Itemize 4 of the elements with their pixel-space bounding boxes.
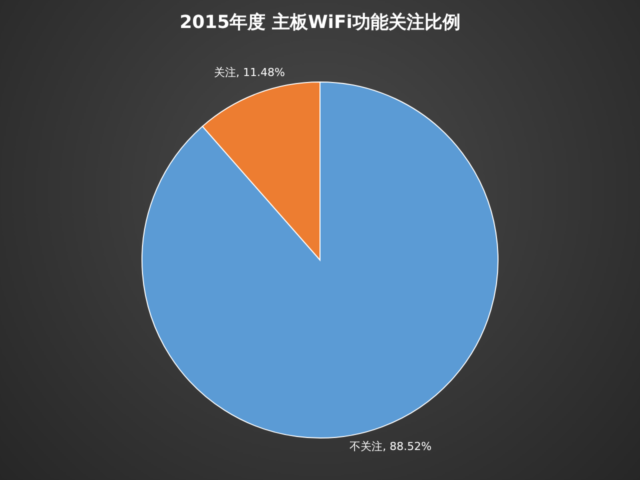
slice-label: 关注, 11.48%: [214, 66, 285, 79]
pie-slice: [142, 82, 498, 438]
slice-label: 不关注, 88.52%: [350, 440, 432, 454]
chart-title: 2015年度 主板WiFi功能关注比例: [180, 12, 460, 33]
